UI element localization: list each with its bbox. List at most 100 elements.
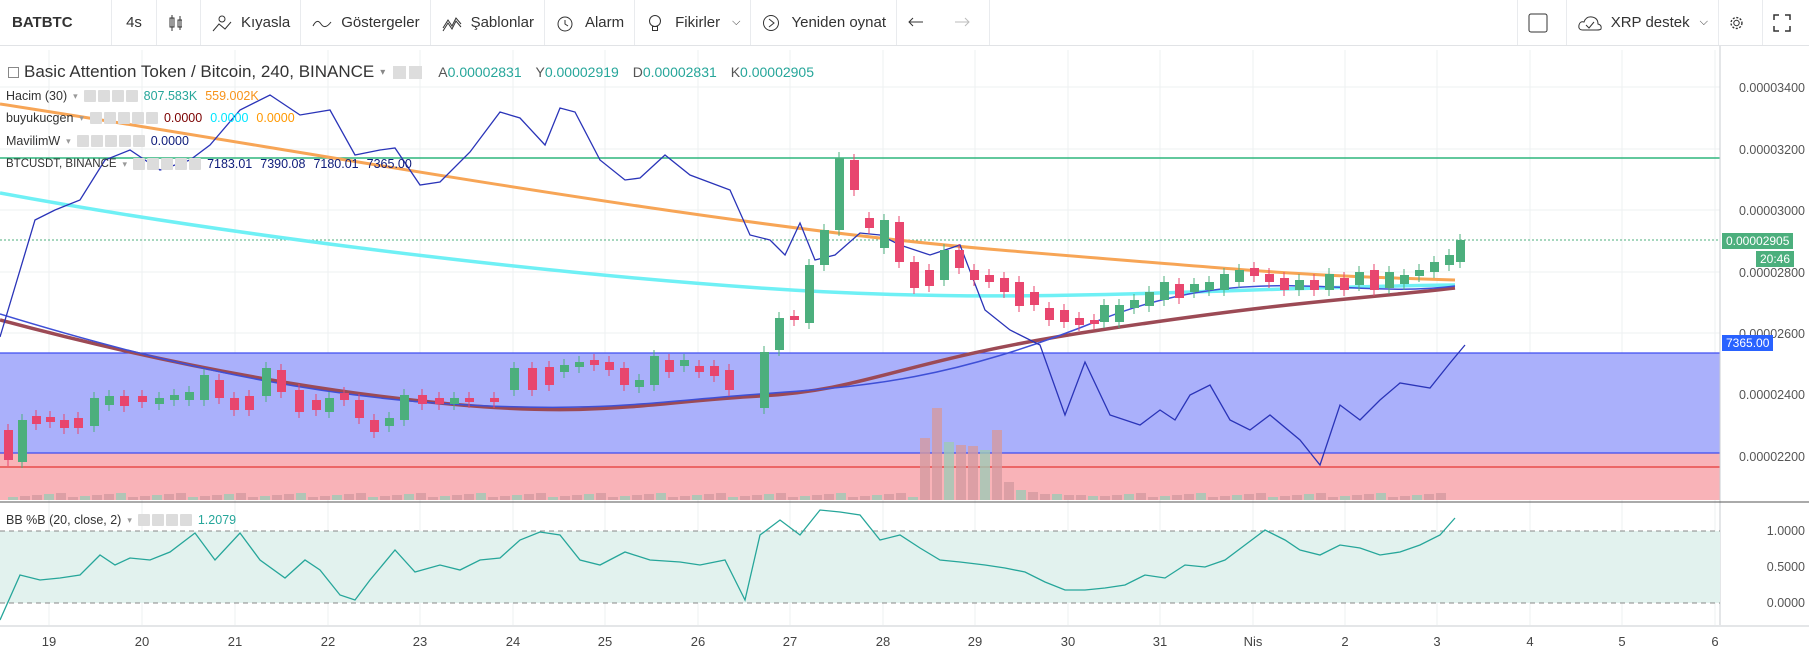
templates-button[interactable]: Şablonlar <box>431 0 545 45</box>
open-value: 0.00002831 <box>447 64 522 80</box>
candle-body <box>985 275 994 282</box>
volume-bar <box>1424 494 1434 500</box>
volume-bar <box>1028 492 1038 500</box>
candle-body <box>1456 240 1465 262</box>
compare-label: Kıyasla <box>241 14 291 31</box>
price-axis-label: 0.00002200 <box>1738 450 1805 464</box>
candle-body <box>1370 270 1379 290</box>
templates-icon <box>442 16 461 31</box>
settings-button[interactable] <box>1719 0 1763 45</box>
volume-bar <box>680 496 690 500</box>
volume-bar <box>692 495 702 500</box>
volume-bar <box>440 496 450 500</box>
replay-button[interactable]: Yeniden oynat <box>751 0 898 45</box>
collapse-legend-icon[interactable] <box>8 66 19 78</box>
bb-band <box>0 531 1720 603</box>
volume-bar <box>56 493 66 500</box>
volume-bar <box>824 494 834 500</box>
candle-body <box>528 368 537 390</box>
candle-body <box>46 417 55 422</box>
candle-body <box>355 400 364 418</box>
volume-bar <box>932 408 942 500</box>
candle-body <box>200 375 209 400</box>
fullscreen-toggle[interactable] <box>1516 0 1567 45</box>
candle-body <box>560 365 569 372</box>
volume-bar <box>32 495 42 500</box>
redo-button[interactable] <box>943 0 991 45</box>
volume-bar <box>1100 496 1110 500</box>
templates-label: Şablonlar <box>470 14 534 31</box>
volume-bar <box>1184 494 1194 500</box>
chart-type-button[interactable] <box>157 0 201 45</box>
candle-body <box>90 398 99 426</box>
expand-button[interactable] <box>1763 0 1809 45</box>
volume-bar <box>512 495 522 500</box>
symbol-search[interactable]: BATBTC <box>0 0 112 45</box>
volume-bar <box>1388 497 1398 500</box>
candle-body <box>418 395 427 404</box>
volume-bar <box>980 450 990 500</box>
legend-btcusdt[interactable]: BTCUSDT, BINANCE ▾ 7183.01 7390.08 7180.… <box>6 157 420 171</box>
legend-mavilimw[interactable]: MavilimW ▾ 0.0000 <box>6 134 197 148</box>
alarm-button[interactable]: Alarm <box>545 0 636 45</box>
indicators-button[interactable]: Göstergeler <box>301 0 431 45</box>
candle-body <box>1430 262 1439 272</box>
countdown-tag: 20:46 <box>1756 251 1795 267</box>
interval-button[interactable]: 4s <box>112 0 157 45</box>
volume-bar <box>428 497 438 500</box>
volume-bar <box>236 493 246 500</box>
legend-name: Hacim (30) <box>6 89 68 103</box>
candle-body <box>435 398 444 404</box>
candle-body <box>710 366 719 376</box>
candle-body <box>695 366 704 372</box>
volume-bar <box>164 494 174 500</box>
volume-bar <box>1052 494 1062 500</box>
legend-value: 0.0000 <box>210 111 249 125</box>
chevron-down-icon: ▾ <box>122 158 128 169</box>
date-axis-label: 5 <box>1618 634 1626 649</box>
volume-bar <box>248 497 258 500</box>
bb-axis-label: 0.0000 <box>1766 596 1805 610</box>
ideas-button[interactable]: Fikirler ⌵ <box>635 0 752 45</box>
legend-volume[interactable]: Hacim (30) ▾ 807.583K 559.002K <box>6 89 267 103</box>
compare-button[interactable]: Kıyasla <box>201 0 302 45</box>
volume-bar <box>68 497 78 500</box>
btc-line <box>0 94 1466 467</box>
volume-bar <box>1148 497 1158 500</box>
low-value: 0.00002831 <box>642 64 717 80</box>
undo-button[interactable] <box>897 0 943 45</box>
candle-body <box>138 396 147 402</box>
candle-body <box>1325 274 1334 290</box>
volume-bar <box>740 496 750 500</box>
date-axis-label: 2 <box>1341 634 1349 649</box>
chevron-down-icon[interactable]: ▾ <box>380 66 386 78</box>
date-axis-label: 3 <box>1433 634 1441 649</box>
candle-body <box>665 360 674 372</box>
legend-value: 0.0000 <box>150 134 189 148</box>
legend-buyukucgen[interactable]: buyukucgen ▾ 0.0000 0.0000 0.0000 <box>6 111 303 125</box>
visibility-icon[interactable] <box>393 65 407 79</box>
volume-bar <box>212 495 222 500</box>
volume-bar <box>188 497 198 500</box>
chevron-down-icon: ⌵ <box>732 16 741 28</box>
ma-cyan <box>0 191 1456 298</box>
square-icon <box>1528 13 1548 32</box>
legend-bb[interactable]: BB %B (20, close, 2) ▾ 1.2079 <box>6 513 244 527</box>
price-axis-label: 0.00003400 <box>1738 81 1805 95</box>
layout-save-button[interactable]: XRP destek ⌵ <box>1567 0 1719 45</box>
legend-value: 7183.01 <box>207 157 253 171</box>
candle-body <box>895 222 904 262</box>
candle-body <box>262 368 271 396</box>
volume-bar <box>1208 497 1218 500</box>
candle-body <box>925 270 934 286</box>
date-axis-label: 19 <box>41 634 57 649</box>
volume-bar <box>20 496 30 500</box>
candle-body <box>805 265 814 323</box>
settings-small-icon[interactable] <box>409 65 423 79</box>
volume-bar <box>524 494 534 500</box>
candle-body <box>400 395 409 420</box>
series-title[interactable]: Basic Attention Token / Bitcoin, 240, BI… <box>24 62 375 81</box>
volume-bar <box>320 496 330 500</box>
candle-body <box>545 367 554 385</box>
